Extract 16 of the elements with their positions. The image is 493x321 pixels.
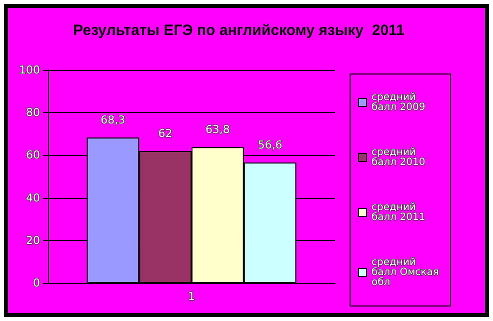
y-tick-label: 40 xyxy=(26,191,40,204)
data-label: 68,3 xyxy=(100,114,126,127)
y-tick-label: 20 xyxy=(26,234,40,247)
data-label: 56,6 xyxy=(258,138,282,152)
data-label: 62 xyxy=(158,126,172,140)
legend-label: средний балл 2011 xyxy=(372,202,426,223)
y-tick-label: 60 xyxy=(26,148,40,162)
y-tick-label: 0 xyxy=(33,276,40,290)
data-label: 63,8 xyxy=(205,123,230,136)
y-tick-label: 100 xyxy=(19,64,40,76)
legend-label: средний балл 2009 xyxy=(372,92,426,113)
y-tick-label: 80 xyxy=(26,106,40,120)
chart-title: Результаты ЕГЭ по английскому языку 2011 xyxy=(73,22,404,39)
legend-label: средний балл 2010 xyxy=(372,147,426,168)
x-tick-label: 1 xyxy=(188,290,195,303)
legend-label: средний балл Омская обл xyxy=(372,257,442,288)
